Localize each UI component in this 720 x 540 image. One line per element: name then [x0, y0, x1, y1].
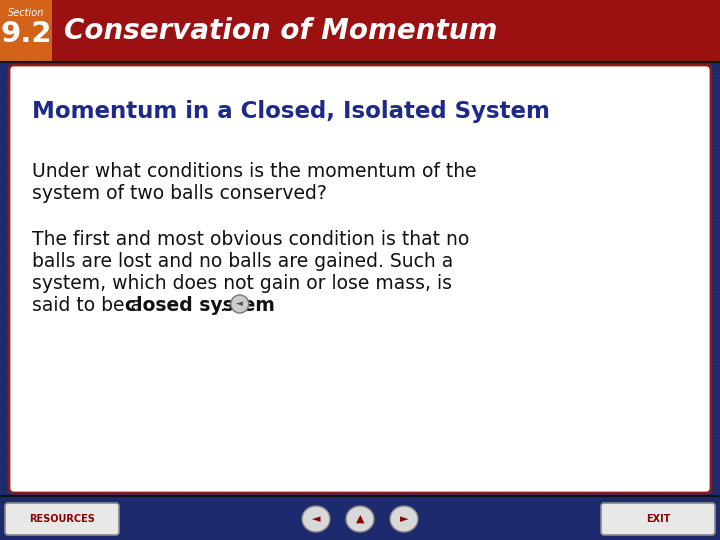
Ellipse shape — [346, 506, 374, 532]
Text: ►: ► — [400, 514, 408, 524]
Text: system of two balls conserved?: system of two balls conserved? — [32, 184, 327, 203]
Text: Under what conditions is the momentum of the: Under what conditions is the momentum of… — [32, 162, 477, 181]
Text: system, which does not gain or lose mass, is: system, which does not gain or lose mass… — [32, 274, 452, 293]
Ellipse shape — [390, 506, 418, 532]
FancyBboxPatch shape — [5, 503, 119, 535]
Bar — [0, 0, 720, 62]
Text: The first and most obvious condition is that no: The first and most obvious condition is … — [32, 230, 469, 249]
Bar — [0, 496, 720, 540]
Circle shape — [230, 295, 248, 313]
Text: said to be a: said to be a — [32, 296, 148, 315]
Ellipse shape — [302, 506, 330, 532]
Text: Momentum in a Closed, Isolated System: Momentum in a Closed, Isolated System — [32, 100, 550, 123]
Text: ▲: ▲ — [356, 514, 364, 524]
Text: ◄: ◄ — [312, 514, 320, 524]
Text: 9.2: 9.2 — [0, 20, 52, 48]
FancyBboxPatch shape — [9, 65, 711, 493]
FancyBboxPatch shape — [601, 503, 715, 535]
Text: ◄: ◄ — [236, 300, 243, 308]
Text: EXIT: EXIT — [646, 514, 670, 524]
Text: .: . — [220, 296, 225, 315]
Text: Conservation of Momentum: Conservation of Momentum — [64, 17, 498, 45]
Text: closed system: closed system — [125, 296, 275, 315]
Text: Section: Section — [8, 8, 44, 18]
Bar — [0, 0, 52, 62]
Text: balls are lost and no balls are gained. Such a: balls are lost and no balls are gained. … — [32, 252, 454, 271]
Text: RESOURCES: RESOURCES — [29, 514, 95, 524]
